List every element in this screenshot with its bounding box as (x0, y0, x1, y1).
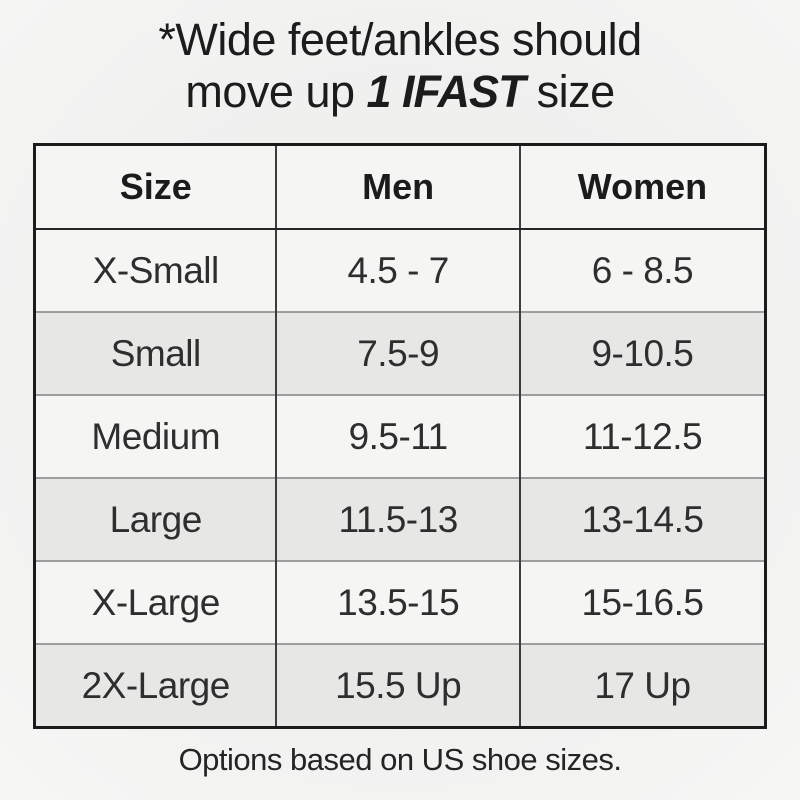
table-header: Size Men Women (34, 144, 766, 230)
chart-title: *Wide feet/ankles should move up 1 IFAST… (0, 14, 800, 118)
footnote: Options based on US shoe sizes. (178, 742, 622, 777)
women-cell: 6 - 8.5 (518, 229, 766, 312)
table-row-2x-large: 2X-Large 15.5 Up 17 Up (34, 643, 766, 728)
title-line-2-suffix: size (524, 66, 616, 117)
size-cell: X-Small (92, 249, 220, 291)
women-cell: 15-16.5 (518, 560, 766, 644)
table-row-large: Large 11.5-13 13-14.5 (34, 477, 766, 561)
women-cell: 9-10.5 (518, 311, 766, 395)
header-cell-women: Women (518, 144, 766, 230)
women-cell: 13-14.5 (518, 477, 766, 561)
men-cell: 11.5-13 (275, 477, 520, 561)
table-row-small: Small 7.5-9 9-10.5 (34, 311, 766, 395)
brand-name-emphasis: 1 IFAST (366, 66, 526, 117)
size-table: Size Men Women X-Small 4.5 - 7 6 - 8.5 S… (33, 143, 767, 729)
table-row-x-small: X-Small 4.5 - 7 6 - 8.5 (35, 229, 766, 312)
header-cell-men: Men (275, 144, 520, 230)
men-cell: 13.5-15 (275, 560, 520, 644)
men-cell: 9.5-11 (275, 394, 520, 478)
size-cell: Small (34, 311, 277, 395)
header-cell-size: Size (34, 144, 277, 230)
size-cell: 2X-Large (34, 643, 277, 728)
size-cell: Medium (34, 394, 277, 478)
women-cell: 11-12.5 (518, 394, 766, 478)
title-line-2-prefix: move up (185, 66, 367, 117)
size-cell: Large (34, 477, 277, 561)
title-line-1: *Wide feet/ankles should (158, 14, 642, 65)
table-row-x-large: X-Large 13.5-15 15-16.5 (34, 560, 766, 644)
women-cell: 17 Up (518, 643, 766, 728)
table-body: X-Small 4.5 - 7 6 - 8.5 Small 7.5-9 9-10… (34, 229, 766, 728)
table-row-medium: Medium 9.5-11 11-12.5 (34, 394, 766, 478)
men-cell: 15.5 Up (275, 643, 520, 728)
men-cell: 4.5 - 7 (275, 229, 520, 312)
men-cell: 7.5-9 (275, 311, 520, 395)
header-row: Size Men Women (34, 144, 766, 230)
size-cell: X-Large (34, 560, 277, 644)
